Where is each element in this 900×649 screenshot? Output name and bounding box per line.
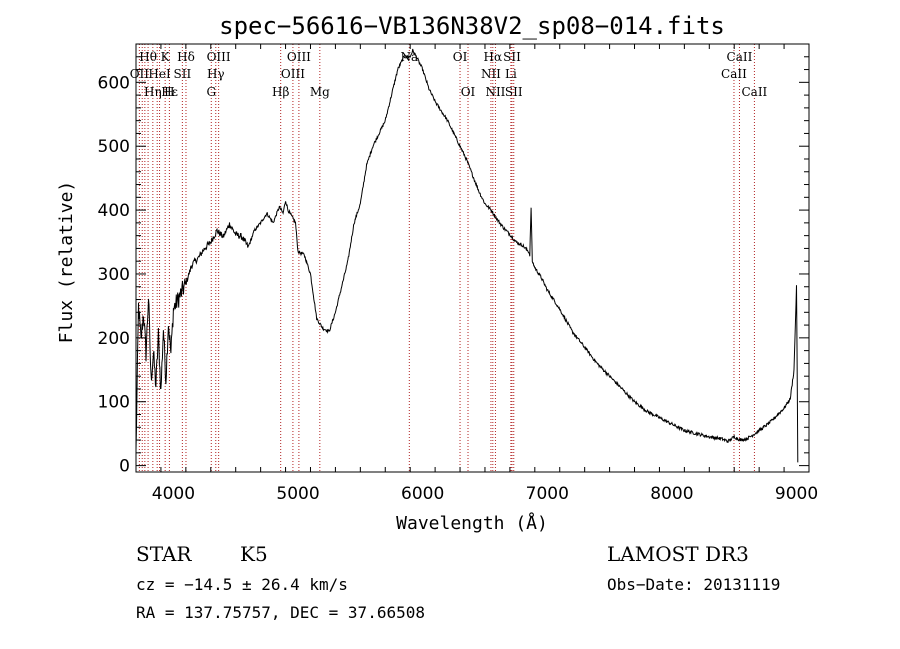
line-label: Hθ xyxy=(139,50,157,64)
line-label: OI xyxy=(461,85,476,99)
x-tick-label: 6000 xyxy=(401,484,444,504)
line-label: SII xyxy=(503,50,521,64)
x-tick-label: 9000 xyxy=(775,484,818,504)
plot-frame xyxy=(135,43,810,473)
line-label: G xyxy=(206,85,216,99)
x-axis-label: Wavelength (Å) xyxy=(396,512,548,534)
line-label: OI xyxy=(453,50,468,64)
line-label: SII xyxy=(505,85,523,99)
y-tick-label: 200 xyxy=(98,329,130,349)
line-label: CaII xyxy=(727,50,753,64)
y-tick-label: 300 xyxy=(98,265,130,285)
line-label: Hβ xyxy=(272,85,289,99)
line-label: NII xyxy=(485,85,505,99)
redshift-text: cz = −14.5 ± 26.4 km/s xyxy=(136,575,348,594)
line-label: OII xyxy=(130,67,150,81)
line-label: H xyxy=(164,85,174,99)
x-tick-label: 8000 xyxy=(650,484,693,504)
chart-title: spec−56616−VB136N38V2_sp08−014.fits xyxy=(219,12,725,40)
obs-date: Obs−Date: 20131119 xyxy=(607,575,780,594)
y-tick-label: 500 xyxy=(98,137,130,157)
line-label: Hδ xyxy=(177,50,195,64)
line-label: CaII xyxy=(741,85,767,99)
y-tick-label: 100 xyxy=(98,393,130,413)
x-tick-label: 7000 xyxy=(526,484,569,504)
spectrum-line xyxy=(135,48,799,463)
line-label: Hη xyxy=(144,85,162,99)
line-label: OIII xyxy=(281,67,305,81)
line-label: SII xyxy=(174,67,192,81)
object-subclass: K5 xyxy=(240,542,268,566)
line-label: Hε xyxy=(161,85,178,99)
line-label: CaII xyxy=(721,67,747,81)
y-tick-label: 600 xyxy=(98,73,130,93)
coordinates-text: RA = 137.75757, DEC = 37.66508 xyxy=(136,603,425,622)
line-label: K xyxy=(161,50,171,64)
survey-name: LAMOST DR3 xyxy=(607,542,749,566)
x-axis: 4000 5000 6000 7000 8000 9000 xyxy=(152,44,818,504)
y-axis-label: Flux (relative) xyxy=(56,181,77,344)
line-label: OIII xyxy=(207,50,231,64)
line-label: Mg xyxy=(310,85,330,99)
y-tick-label: 0 xyxy=(119,457,130,477)
x-tick-label: 5000 xyxy=(276,484,319,504)
line-label: OIII xyxy=(287,50,311,64)
line-label: Hα xyxy=(484,50,503,64)
y-tick-label: 400 xyxy=(98,201,130,221)
line-label: Hγ xyxy=(207,67,225,81)
line-label: Li xyxy=(505,67,517,81)
object-class: STAR xyxy=(136,542,192,566)
x-tick-label: 4000 xyxy=(152,484,195,504)
line-label: NII xyxy=(481,67,501,81)
line-label: HeI xyxy=(148,67,171,81)
spectral-line-markers xyxy=(138,44,755,472)
y-axis: 0 100 200 300 400 500 600 xyxy=(98,56,809,477)
